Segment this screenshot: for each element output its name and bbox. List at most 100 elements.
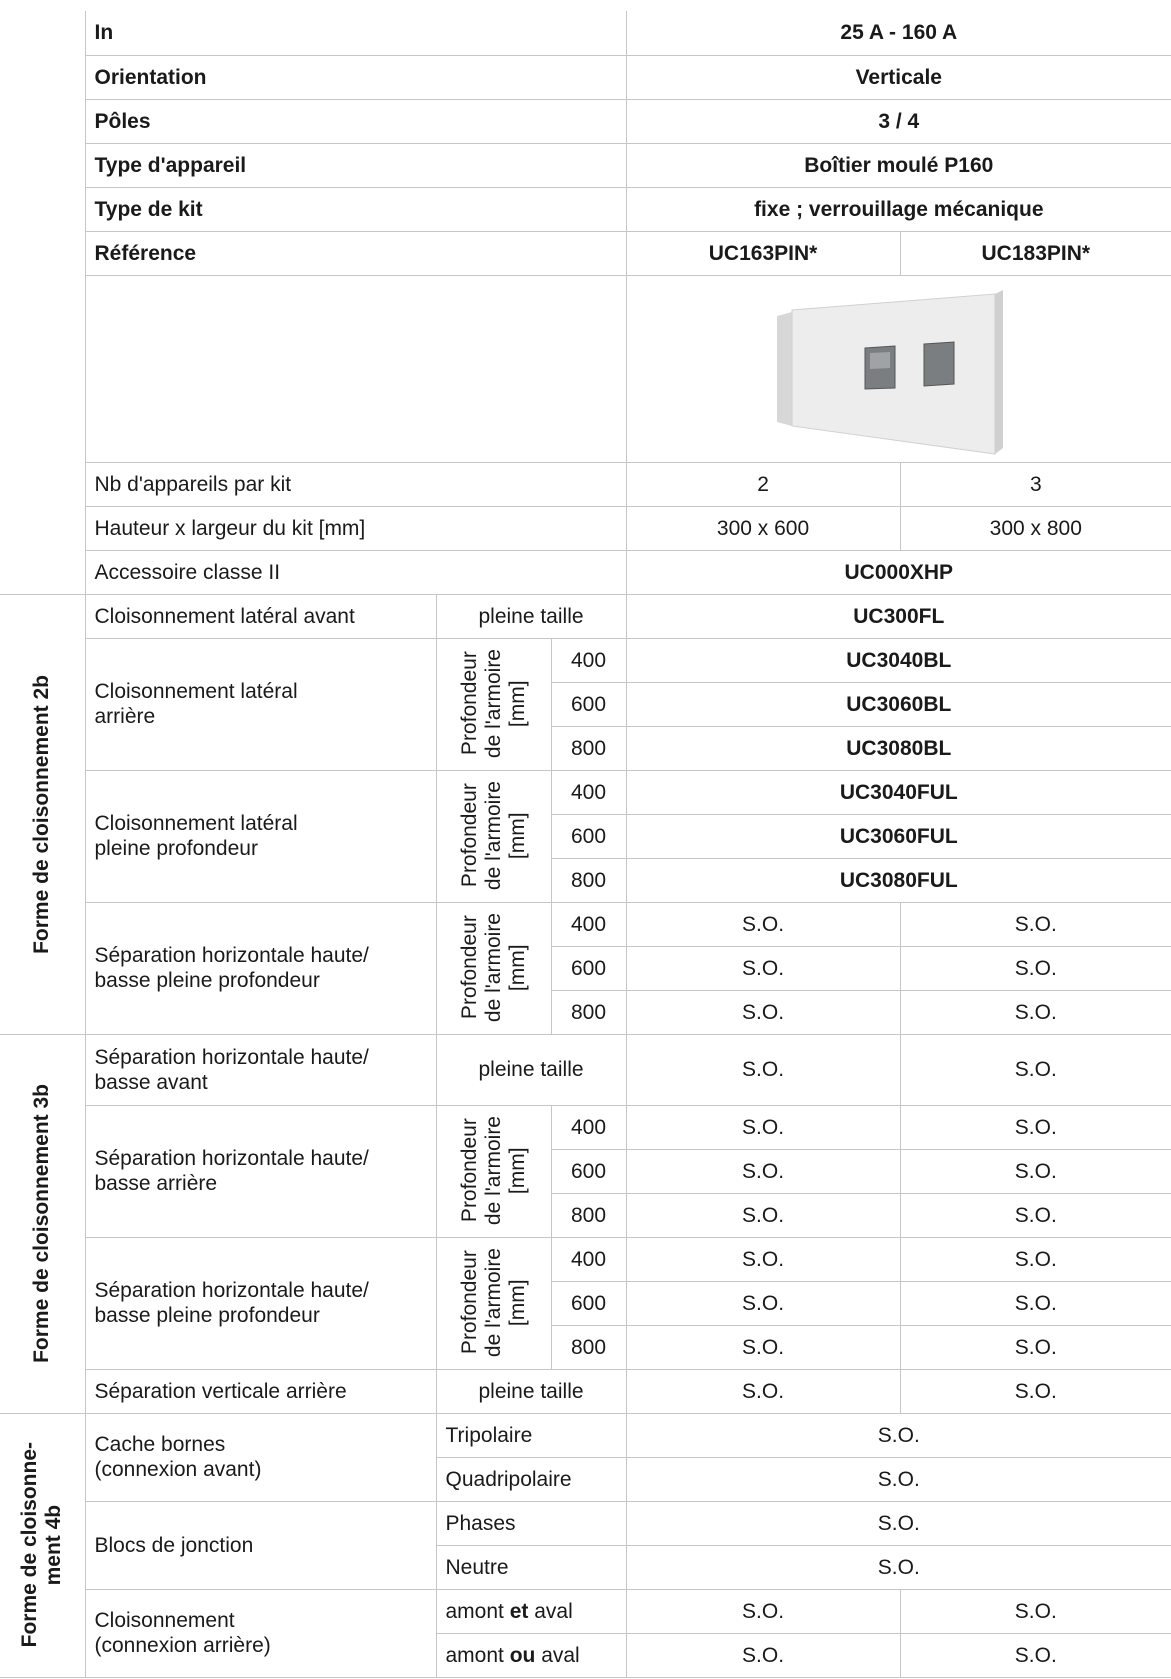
depth-value: 800: [551, 726, 627, 771]
item-value: S.O.: [900, 946, 1171, 991]
item-value: S.O.: [626, 1149, 901, 1194]
item-value: UC3080BL: [626, 726, 1171, 771]
depth-value: 400: [551, 1237, 627, 1282]
depth-caption-line: de l'armoire: [481, 781, 505, 891]
item-value: UC3080FUL: [626, 858, 1171, 903]
row-sub: Neutre: [436, 1545, 627, 1590]
depth-caption-line: [mm]: [505, 944, 529, 992]
table-row: Type d'appareil Boîtier moulé P160: [0, 143, 1171, 188]
item-value: S.O.: [900, 1325, 1171, 1370]
item-value: S.O.: [626, 902, 901, 947]
item-sub: pleine taille: [436, 1369, 627, 1414]
depth-value: 600: [551, 1149, 627, 1194]
depth-value: 400: [551, 770, 627, 815]
table-row: Accessoire classe II UC000XHP: [0, 550, 1171, 595]
depth-caption-cell: Profondeur de l'armoire [mm]: [436, 638, 552, 771]
panel-side: [776, 311, 792, 426]
item-label: Séparation horizontale haute/basse arriè…: [85, 1105, 437, 1238]
depth-value: 800: [551, 1193, 627, 1238]
spec-value: Verticale: [626, 55, 1171, 100]
item-value: S.O.: [900, 1237, 1171, 1282]
item-label-line: Séparation horizontale haute/: [94, 1045, 369, 1069]
item-label-line: Cloisonnement latéral: [94, 680, 298, 703]
depth-caption-line: Profondeur: [457, 916, 481, 1020]
table-row: Pôles 3 / 4: [0, 99, 1171, 144]
row-sub-part: ou: [509, 1643, 536, 1667]
item-value: S.O.: [900, 1589, 1171, 1634]
table-row: Blocs de jonction Phases S.O.: [0, 1501, 1171, 1590]
group-title-line: Forme de cloisonnement 3b: [30, 1084, 54, 1363]
depth-caption-line: Profondeur: [457, 1251, 481, 1355]
item-value: S.O.: [900, 1034, 1171, 1106]
item-label-line: arrière: [94, 705, 156, 728]
window: [923, 340, 955, 387]
table-row: 800 UC3080BL: [0, 726, 1171, 771]
item-label-line: pleine profondeur: [94, 837, 258, 860]
table-body: In 25 A - 160 A Orientation Verticale Pôles 3…: [0, 11, 1171, 1678]
table-row: Séparation horizontale haute/basse plein…: [0, 902, 1171, 1035]
spec-table: In 25 A - 160 A Orientation Verticale Pôles 3…: [0, 11, 1171, 1678]
depth-caption-line: [mm]: [505, 1279, 529, 1327]
detail-value: 300 x 600: [626, 506, 901, 551]
item-label: Cloisonnement (connexion arrière): [85, 1589, 437, 1678]
item-label: Séparation horizontale haute/basse plein…: [85, 1237, 437, 1370]
depth-value: 600: [551, 814, 627, 859]
table-row: 600 S.O. S.O.: [0, 1281, 1171, 1326]
item-label-line: Séparation horizontale haute/: [94, 944, 369, 967]
depth-caption-cell: Profondeur de l'armoire [mm]: [436, 1105, 552, 1238]
item-label-line: basse arrière: [94, 1172, 218, 1195]
table-row: Quadripolaire S.O.: [0, 1457, 1171, 1502]
item-value: S.O.: [626, 1457, 1171, 1502]
item-label-line: basse pleine profondeur: [94, 969, 320, 992]
item-label-line: Cache bornes: [94, 1433, 226, 1456]
spec-label: Type de kit: [85, 187, 627, 232]
group-title: Forme de cloisonnement 3b: [30, 1084, 54, 1363]
table-row: Forme de cloisonnement 3b Séparation hori…: [0, 1034, 1171, 1414]
depth-caption-line: de l'armoire: [481, 649, 505, 759]
item-value: S.O.: [626, 1369, 901, 1414]
item-value: S.O.: [626, 1281, 901, 1326]
table-row: Nb d'appareils par kit 2 3: [0, 462, 1171, 507]
spec-sheet: In 25 A - 160 A Orientation Verticale Pôles 3…: [0, 11, 1171, 1678]
depth-caption: Profondeur de l'armoire [mm]: [458, 913, 530, 1022]
depth-value: 800: [551, 1325, 627, 1370]
item-value: UC3060FUL: [626, 814, 1171, 859]
spec-value: fixe ; verrouillage mécanique: [626, 187, 1171, 232]
table-row: Type de kit fixe ; verrouillage mécanique: [0, 187, 1171, 232]
item-label-line: Cloisonnement: [94, 1609, 235, 1632]
row-sub: amont et aval: [436, 1589, 627, 1634]
item-value: UC3060BL: [626, 682, 1171, 727]
detail-label: Accessoire classe II: [85, 550, 627, 595]
item-value: S.O.: [626, 1501, 1171, 1546]
row-sub: Tripolaire: [436, 1413, 627, 1458]
table-row: Cloisonnement latéral pleine profondeur Pr…: [0, 770, 1171, 903]
image-cell: [626, 275, 1171, 463]
row-sub-part: aval: [535, 1643, 580, 1667]
item-sub: pleine taille: [436, 594, 627, 639]
table-row: 800 S.O. S.O.: [0, 1193, 1171, 1238]
depth-caption-line: Profondeur: [457, 784, 481, 888]
table-row: Neutre S.O.: [0, 1545, 1171, 1590]
table-row: Orientation Verticale: [0, 55, 1171, 100]
item-value: S.O.: [900, 1369, 1171, 1414]
depth-caption-line: de l'armoire: [481, 1116, 505, 1226]
detail-value: 300 x 800: [900, 506, 1171, 551]
table-row: Séparation horizontale haute/basse plein…: [0, 1237, 1171, 1370]
group-title: Forme de cloisonnement 2b: [30, 675, 54, 954]
item-label-line: Cloisonnement latéral: [94, 812, 298, 835]
item-label-line: Blocs de jonction: [94, 1533, 254, 1557]
depth-caption-line: Profondeur: [457, 1119, 481, 1223]
detail-label: Hauteur x largeur du kit [mm]: [85, 506, 627, 551]
item-value: S.O.: [626, 1325, 901, 1370]
depth-caption-line: de l'armoire: [481, 913, 505, 1023]
table-row: 800 UC3080FUL: [0, 858, 1171, 903]
table-row: 600 S.O. S.O.: [0, 1149, 1171, 1194]
depth-caption-cell: Profondeur de l'armoire [mm]: [436, 1237, 552, 1370]
table-row: 800 S.O. S.O.: [0, 990, 1171, 1035]
spec-label: Pôles: [85, 99, 627, 144]
detail-value: 2: [626, 462, 901, 507]
item-value: S.O.: [900, 1149, 1171, 1194]
item-value: S.O.: [626, 1545, 1171, 1590]
spec-label: Orientation: [85, 55, 627, 100]
row-sub-part: Neutre: [445, 1555, 509, 1579]
